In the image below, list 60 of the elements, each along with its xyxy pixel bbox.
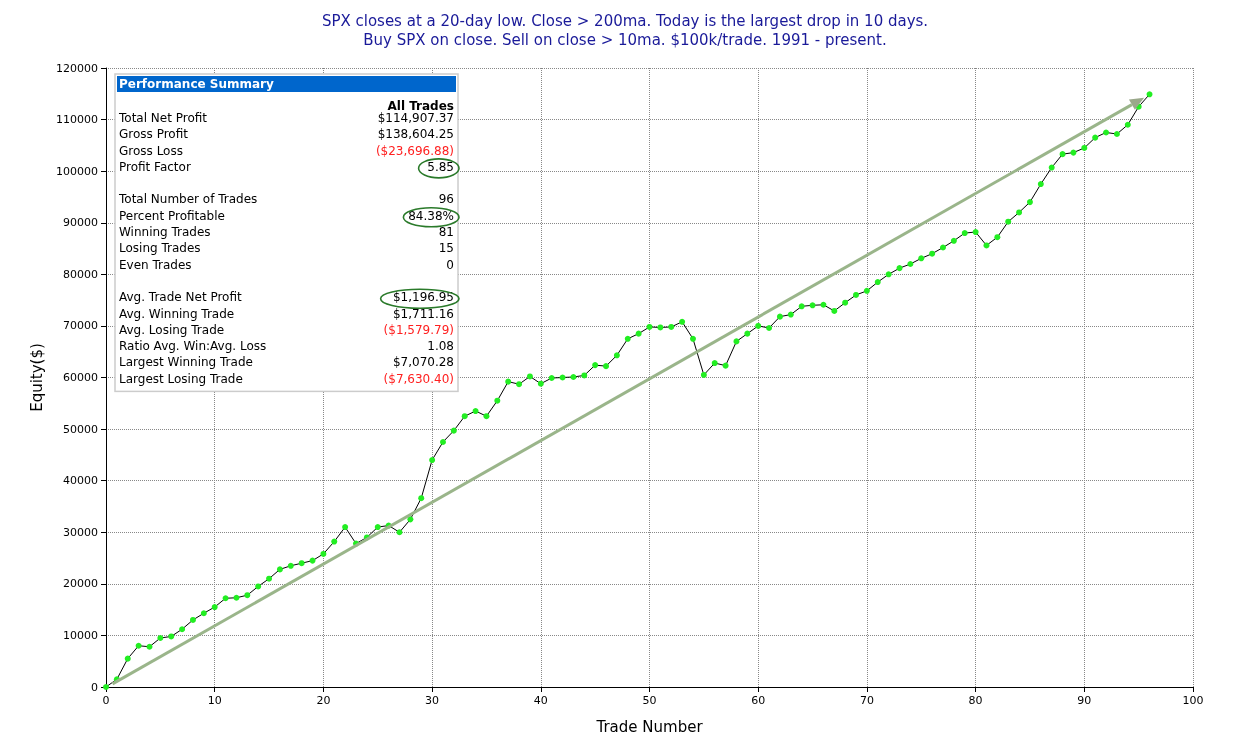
annotation: Avg. Winning Trade: [119, 306, 235, 321]
x-tick-label: 20: [316, 694, 331, 707]
annotation: ($1,579.79): [383, 322, 454, 337]
annotation: Even Trades: [119, 257, 192, 272]
annotation: Total Net Profit: [118, 110, 208, 125]
chart-title: SPX closes at a 20-day low. Close > 200ma. Today is the largest drop in 10 days.: [321, 11, 929, 30]
x-tick-label: 60: [751, 694, 766, 707]
y-axis-title: Equity($): [27, 343, 46, 412]
annotation: $1,196.95: [392, 290, 454, 305]
y-tick-label: 120000: [56, 61, 98, 75]
annotation: 1.08: [427, 339, 454, 354]
annotation: $7,070.28: [392, 355, 454, 370]
annotation: Percent Profitable: [119, 208, 225, 223]
annotation: Gross Loss: [119, 143, 183, 158]
annotation: Winning Trades: [119, 225, 211, 240]
annotation: 96: [438, 192, 454, 207]
x-tick-label: 100: [1182, 694, 1204, 707]
annotation: Largest Losing Trade: [119, 371, 243, 386]
y-tick-label: 100000: [56, 164, 98, 178]
y-tick-label: 20000: [63, 577, 98, 591]
x-tick-label: 10: [207, 694, 222, 707]
x-tick-label: 40: [533, 694, 548, 707]
annotation: 84.38%: [408, 208, 454, 223]
annotation: All Trades: [387, 98, 454, 113]
y-tick-label: 70000: [63, 319, 98, 333]
y-tick-label: 60000: [63, 371, 98, 384]
y-tick-label: 80000: [63, 267, 98, 281]
annotation: $114,907.37: [377, 110, 454, 125]
x-tick-label: 0: [102, 694, 110, 707]
annotation: Avg. Losing Trade: [119, 322, 225, 337]
annotation: Losing Trades: [119, 241, 201, 256]
chart-subtitle: Buy SPX on close. Sell on close > 10ma. $100k/trade. 1991 - present.: [363, 30, 887, 49]
x-tick-label: 50: [642, 694, 657, 707]
annotation: 81: [438, 225, 454, 240]
x-tick-label: 30: [425, 694, 440, 707]
annotation: Total Number of Trades: [118, 192, 258, 207]
y-tick-label: 30000: [63, 525, 98, 539]
annotation: 15: [438, 241, 454, 256]
annotation: Performance Summary: [119, 76, 275, 91]
y-tick-label: 0: [91, 680, 98, 694]
y-tick-label: 110000: [56, 113, 98, 127]
x-tick-label: 90: [1077, 694, 1092, 707]
annotation: 5.85: [427, 159, 454, 174]
annotation: Largest Winning Trade: [119, 355, 253, 370]
x-tick-label: 80: [968, 694, 983, 707]
y-tick-label: 10000: [63, 628, 98, 642]
x-tick-label: 70: [859, 694, 874, 707]
annotation: ($7,630.40): [383, 371, 454, 386]
annotation: Profit Factor: [119, 159, 191, 174]
y-tick-label: 40000: [63, 474, 98, 488]
annotation: 0: [446, 257, 454, 272]
x-axis-title: Trade Number: [595, 717, 704, 736]
annotation: ($23,696.88): [375, 143, 454, 158]
annotation: Avg. Trade Net Profit: [119, 290, 242, 305]
annotation: Ratio Avg. Win:Avg. Loss: [119, 339, 267, 354]
y-tick-label: 90000: [63, 216, 98, 230]
y-tick-label: 50000: [63, 422, 98, 436]
annotation: Gross Profit: [119, 127, 189, 142]
annotation: $138,604.25: [377, 127, 454, 142]
annotation: $1,711.16: [392, 306, 454, 321]
